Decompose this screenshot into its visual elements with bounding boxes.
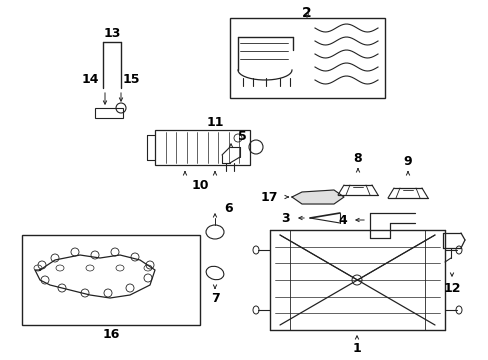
Bar [22,235,200,325]
Bar [229,18,384,98]
Text: 13: 13 [103,27,121,40]
Text: 5: 5 [237,130,246,143]
Text: 3: 3 [281,212,290,225]
Text: 2: 2 [302,6,311,20]
Text: 8: 8 [353,152,362,165]
Text: 7: 7 [210,292,219,306]
Bar [155,130,249,165]
Text: 15: 15 [122,72,140,86]
Text: 11: 11 [206,116,224,129]
Text: 12: 12 [442,282,460,294]
Text: 10: 10 [191,179,208,192]
Polygon shape [291,190,343,204]
Text: 6: 6 [224,202,233,215]
Bar [95,108,123,118]
Text: 9: 9 [403,154,411,167]
Text: 4: 4 [338,213,346,226]
Text: 17: 17 [260,190,277,203]
Text: 14: 14 [81,72,99,86]
Text: 1: 1 [352,342,361,355]
Text: 16: 16 [102,328,120,342]
